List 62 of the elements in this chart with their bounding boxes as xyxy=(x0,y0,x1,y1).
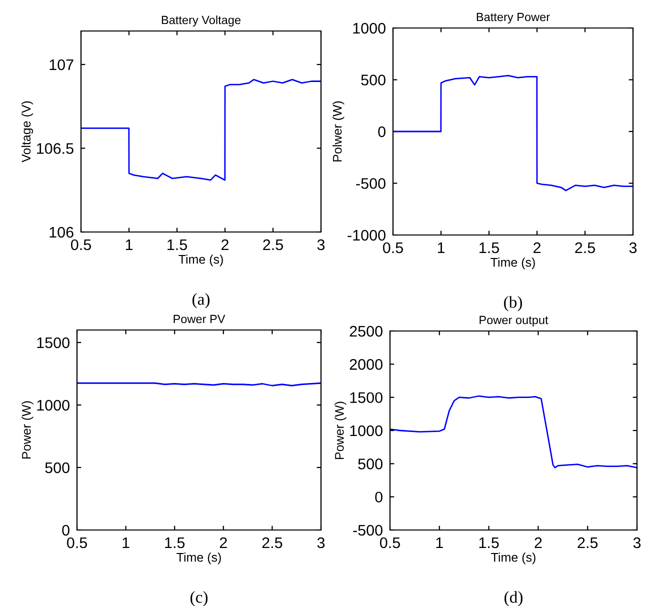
x-tick-label: 1 xyxy=(126,240,133,250)
x-tick-label: 0.5 xyxy=(66,537,87,548)
x-tick-label: 3 xyxy=(317,239,325,250)
x-axis-title: Time (s) xyxy=(178,254,223,266)
x-tick-label: 3 xyxy=(633,537,641,548)
y-tick-label: 1000 xyxy=(37,400,70,411)
x-tick-label: 2 xyxy=(222,239,228,250)
y-tick-label: -500 xyxy=(353,524,382,536)
y-tick-label: -500 xyxy=(356,178,386,189)
x-tick-label: 1 xyxy=(436,538,443,548)
y-axis-title: Power (W) xyxy=(334,402,346,459)
text: (d) xyxy=(504,591,522,606)
x-tick-label: 0.5 xyxy=(382,242,403,254)
y-tick-label: 1500 xyxy=(350,392,382,404)
text: (a) xyxy=(192,293,210,308)
chart-title: Battery Power xyxy=(476,12,550,24)
text: (c) xyxy=(190,591,208,606)
x-axis-title: Time (s) xyxy=(491,552,536,564)
x-tick-label: 1.5 xyxy=(168,240,187,250)
y-tick-label: 1000 xyxy=(350,425,382,436)
y-tick-label: 500 xyxy=(45,462,70,474)
y-tick-label: 500 xyxy=(358,458,382,470)
x-tick-label: 2.5 xyxy=(578,537,598,548)
x-tick-label: 1.5 xyxy=(165,538,185,548)
x-tick-label: 1.5 xyxy=(479,538,499,548)
x-tick-label: 2.5 xyxy=(262,537,282,548)
x-tick-label: 0.5 xyxy=(70,239,91,250)
y-tick-label: 106 xyxy=(50,226,74,238)
x-tick-label: 2.5 xyxy=(263,239,283,250)
line-series xyxy=(390,395,637,468)
line-series xyxy=(393,74,633,192)
x-tick-label: 1 xyxy=(122,538,130,548)
chart-title: Battery Voltage xyxy=(162,16,241,27)
x-tick-label: 2.5 xyxy=(575,242,595,254)
y-tick-label: 2000 xyxy=(350,359,382,370)
y-tick-label: 2500 xyxy=(350,326,382,337)
y-tick-label: -1000 xyxy=(348,230,386,241)
x-tick-label: 2 xyxy=(534,537,542,548)
x-axis-title: Time (s) xyxy=(490,258,535,270)
chart-title: Power PV xyxy=(174,314,226,324)
y-tick-label: 0 xyxy=(375,492,382,503)
x-tick-label: 1 xyxy=(438,242,445,254)
y-tick-label: 500 xyxy=(361,74,386,86)
y-axis-title: Polwer (W) xyxy=(332,101,344,162)
chart-title: Power output xyxy=(480,316,548,327)
y-tick-label: 106.5 xyxy=(36,143,74,154)
text: (b) xyxy=(504,296,522,312)
x-tick-label: 0.5 xyxy=(380,537,400,548)
y-tick-label: 1500 xyxy=(37,337,70,348)
y-tick-label: 0 xyxy=(378,126,386,138)
y-tick-label: 1000 xyxy=(353,22,386,34)
x-tick-label: 3 xyxy=(629,242,637,254)
y-axis-title: Voltage (V) xyxy=(21,101,34,162)
x-tick-label: 3 xyxy=(317,537,325,548)
x-tick-label: 2 xyxy=(220,537,227,548)
x-tick-label: 1.5 xyxy=(480,242,499,254)
y-tick-label: 107 xyxy=(50,59,74,70)
y-tick-label: 0 xyxy=(62,524,70,536)
y-axis-title: Power (W) xyxy=(22,401,34,458)
x-tick-label: 2 xyxy=(534,242,540,254)
x-axis-title: Time (s) xyxy=(176,552,221,564)
line-series xyxy=(81,78,321,181)
